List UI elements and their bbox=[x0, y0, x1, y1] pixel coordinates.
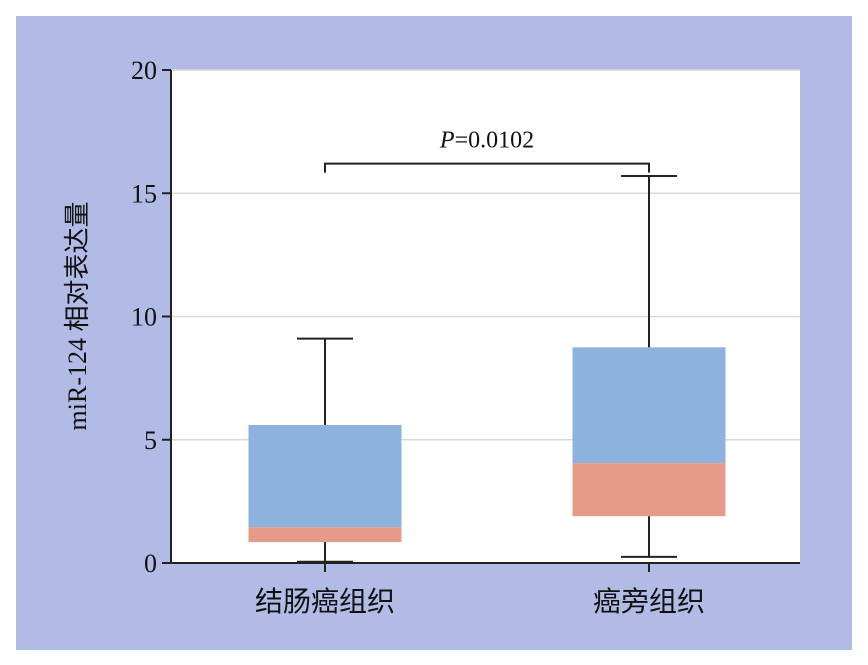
x-tick-label: 癌旁组织 bbox=[593, 585, 705, 618]
boxes bbox=[248, 174, 726, 563]
lower-quartile-box bbox=[248, 527, 402, 543]
significance-annotation: P=0.0102 bbox=[324, 128, 650, 173]
box-2 bbox=[572, 174, 726, 558]
y-tick-label: 10 bbox=[131, 303, 157, 332]
y-axis-label: miR-124 相对表达量 bbox=[63, 202, 92, 431]
axes: 0 5 10 15 20 结肠癌组织 癌旁组织 bbox=[131, 56, 800, 618]
x-tick-label: 结肠癌组织 bbox=[255, 585, 395, 618]
figure-frame: 0 5 10 15 20 结肠癌组织 癌旁组织 P=0.0102 miR-124 相对表达量 bbox=[16, 16, 852, 650]
upper-quartile-box bbox=[572, 347, 726, 464]
significance-bracket bbox=[324, 162, 650, 173]
lower-quartile-box bbox=[572, 463, 726, 517]
p-value-label: P=0.0102 bbox=[439, 128, 534, 154]
p-value-symbol: P bbox=[439, 128, 455, 154]
y-tick-label: 20 bbox=[131, 56, 157, 85]
y-tick-label: 15 bbox=[131, 179, 157, 208]
p-value-number: =0.0102 bbox=[455, 128, 535, 154]
upper-quartile-box bbox=[248, 424, 402, 528]
box-1 bbox=[248, 337, 402, 563]
box-plot-chart: 0 5 10 15 20 结肠癌组织 癌旁组织 P=0.0102 miR-124 相对表达量 bbox=[63, 56, 800, 618]
y-tick-label: 5 bbox=[144, 426, 157, 455]
y-tick-label: 0 bbox=[144, 549, 157, 578]
